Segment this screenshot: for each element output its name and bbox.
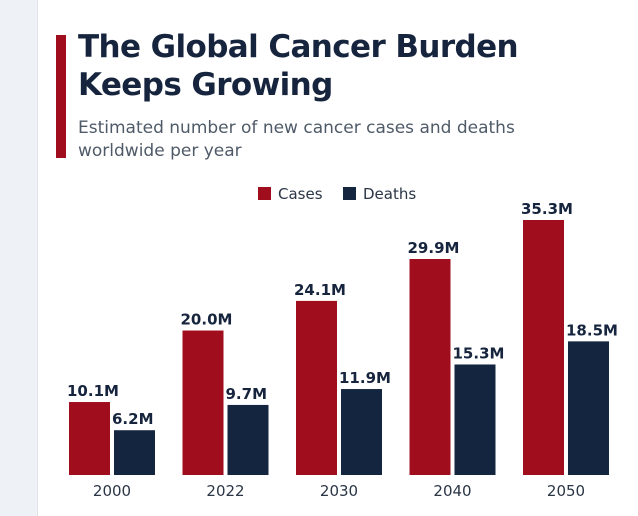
bar-cases-2030: [296, 300, 337, 475]
legend-swatch-cases: [258, 187, 271, 200]
x-tick-label-2000: 2000: [93, 482, 131, 500]
x-tick-label-2040: 2040: [433, 482, 471, 500]
bar-deaths-2050: [568, 341, 609, 475]
data-label-deaths-2050: 18.5M: [566, 321, 618, 339]
data-label-cases-2030: 24.1M: [294, 281, 346, 299]
bar-deaths-2000: [114, 430, 155, 475]
bar-deaths-2030: [341, 389, 382, 475]
title-accent-bar: [56, 35, 66, 158]
legend-swatch-deaths: [343, 187, 356, 200]
bar-cases-2022: [182, 330, 224, 475]
data-label-cases-2022: 20.0M: [181, 311, 233, 329]
data-label-deaths-2000: 6.2M: [112, 410, 154, 428]
data-label-cases-2050: 35.3M: [521, 200, 573, 218]
data-label-deaths-2040: 15.3M: [453, 344, 505, 362]
data-label-deaths-2030: 11.9M: [339, 369, 391, 387]
x-tick-label-2022: 2022: [206, 482, 244, 500]
bar-cases-2040: [409, 259, 451, 475]
legend-label-cases: Cases: [278, 185, 323, 203]
bar-cases-2050: [523, 220, 564, 475]
bar-deaths-2022: [227, 404, 269, 475]
bar-cases-2000: [69, 402, 110, 475]
bar-deaths-2040: [454, 364, 496, 475]
data-label-cases-2000: 10.1M: [67, 382, 119, 400]
data-label-cases-2040: 29.9M: [408, 239, 460, 257]
chart-title: The Global Cancer Burden Keeps Growing: [78, 29, 519, 103]
x-tick-label-2030: 2030: [320, 482, 358, 500]
x-tick-label-2050: 2050: [547, 482, 585, 500]
chart-subtitle: Estimated number of new cancer cases and…: [78, 118, 515, 161]
data-label-deaths-2022: 9.7M: [226, 385, 268, 403]
legend-label-deaths: Deaths: [363, 185, 416, 203]
